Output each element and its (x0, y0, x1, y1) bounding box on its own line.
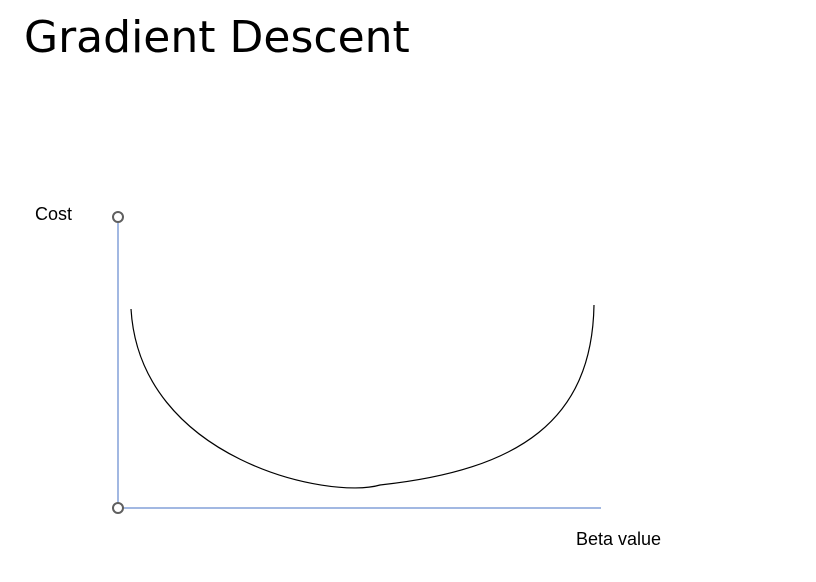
y-axis-label: Cost (35, 204, 72, 224)
slide-title: Gradient Descent (24, 12, 410, 63)
cost-curve (130, 304, 595, 489)
origin-handle[interactable] (112, 502, 124, 514)
x-axis-label: Beta value (576, 529, 661, 549)
y-axis-end-handle[interactable] (112, 211, 124, 223)
